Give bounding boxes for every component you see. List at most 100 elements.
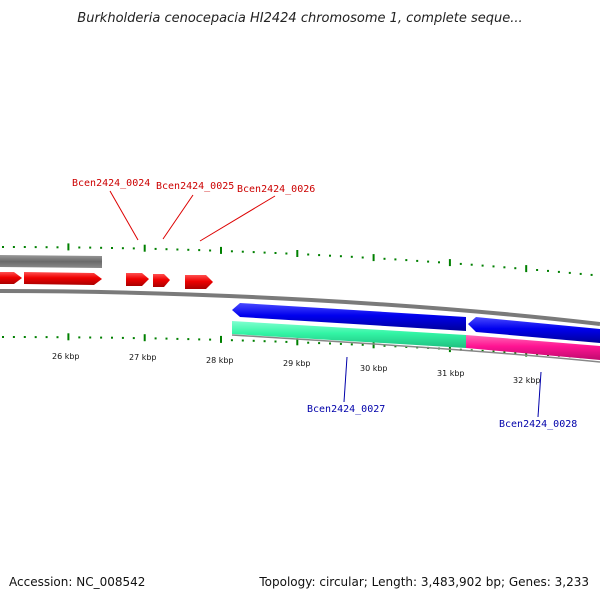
- leader-line: [199, 195, 276, 242]
- scale-label: 28 kbp: [206, 356, 234, 365]
- teal-feature[interactable]: [232, 321, 466, 348]
- major-tick: [220, 335, 222, 343]
- reverse-strand-track: [232, 303, 600, 360]
- leader-line: [343, 356, 348, 403]
- minor-tick: [187, 248, 190, 251]
- minor-tick: [132, 247, 135, 250]
- major-tick: [143, 334, 146, 342]
- minor-tick: [263, 251, 266, 254]
- major-tick: [372, 254, 375, 262]
- minor-tick: [154, 337, 157, 340]
- minor-tick: [514, 351, 517, 354]
- minor-tick: [198, 338, 201, 341]
- minor-tick: [78, 336, 81, 339]
- minor-tick: [45, 246, 48, 249]
- minor-tick: [111, 336, 113, 339]
- minor-tick: [285, 252, 288, 255]
- minor-tick: [383, 257, 386, 260]
- minor-tick: [536, 269, 539, 271]
- minor-tick: [405, 259, 408, 262]
- minor-tick: [557, 270, 560, 273]
- minor-tick: [56, 336, 59, 339]
- forward-strand-track: [0, 255, 213, 289]
- minor-tick: [78, 246, 81, 249]
- minor-tick: [241, 250, 244, 253]
- minor-tick: [285, 340, 288, 343]
- minor-tick: [56, 246, 59, 249]
- gene-arrow-bcen2424-0025[interactable]: [153, 274, 170, 287]
- major-tick: [143, 244, 146, 252]
- gene-label-bcen2424-0026[interactable]: Bcen2424_0026: [237, 184, 315, 195]
- minor-tick: [12, 336, 15, 338]
- accession-text: Accession: NC_008542: [9, 575, 146, 589]
- minor-tick: [23, 246, 26, 248]
- scale-label: 29 kbp: [283, 359, 311, 368]
- major-tick: [525, 265, 528, 273]
- minor-tick: [339, 255, 342, 258]
- minor-tick: [394, 345, 397, 348]
- gene-label-bcen2424-0027[interactable]: Bcen2424_0027: [307, 404, 385, 415]
- minor-tick: [121, 247, 124, 250]
- minor-tick: [590, 273, 593, 276]
- forward-gray-feature[interactable]: [0, 255, 102, 268]
- gene-arrow-bcen2424-0028[interactable]: [468, 317, 600, 343]
- forward-gene-arrow[interactable]: [0, 272, 22, 284]
- minor-tick: [514, 267, 517, 270]
- minor-tick: [503, 351, 506, 354]
- minor-tick: [230, 339, 233, 342]
- minor-tick: [12, 246, 15, 248]
- minor-tick: [100, 246, 103, 249]
- gene-arrow-bcen2424-0024[interactable]: [126, 273, 149, 286]
- gene-label-bcen2424-0024[interactable]: Bcen2424_0024: [72, 178, 150, 189]
- gene-labels: Bcen2424_0024 Bcen2424_0025 Bcen2424_002…: [72, 178, 577, 430]
- pink-feature[interactable]: [466, 335, 600, 360]
- minor-tick: [165, 248, 168, 251]
- minor-tick: [329, 342, 331, 345]
- minor-tick: [459, 262, 462, 265]
- scale-label: 31 kbp: [437, 369, 465, 378]
- minor-tick: [350, 343, 353, 346]
- major-tick: [448, 345, 451, 353]
- minor-tick: [230, 250, 233, 253]
- minor-tick: [252, 339, 255, 342]
- gene-arrow-bcen2424-0027[interactable]: [232, 303, 466, 331]
- major-tick: [67, 243, 70, 251]
- minor-tick: [274, 340, 277, 343]
- gene-label-bcen2424-0025[interactable]: Bcen2424_0025: [156, 181, 234, 192]
- leader-line: [537, 371, 542, 418]
- minor-tick: [45, 336, 48, 339]
- minor-tick: [492, 350, 495, 353]
- leader-line: [109, 190, 139, 241]
- scale-label: 26 kbp: [52, 352, 80, 361]
- minor-tick: [89, 246, 92, 249]
- leader-line: [162, 194, 194, 240]
- minor-tick: [132, 337, 135, 340]
- minor-tick: [416, 259, 419, 262]
- minor-tick: [568, 271, 571, 274]
- forward-gene-arrow[interactable]: [24, 272, 102, 285]
- minor-tick: [329, 254, 331, 257]
- minor-tick: [274, 252, 277, 254]
- map-title: Burkholderia cenocepacia HI2424 chromoso…: [77, 11, 523, 26]
- major-tick: [296, 250, 299, 257]
- minor-tick: [361, 256, 364, 259]
- minor-tick: [361, 343, 364, 346]
- minor-tick: [165, 337, 168, 340]
- minor-tick: [176, 337, 179, 340]
- minor-tick: [176, 248, 179, 251]
- chromosome-backbone: [0, 289, 600, 326]
- minor-tick: [481, 264, 484, 267]
- minor-tick: [2, 246, 4, 248]
- minor-tick: [209, 249, 212, 252]
- minor-tick: [307, 253, 310, 256]
- scale-label: 30 kbp: [360, 364, 388, 373]
- gene-arrow-bcen2424-0026[interactable]: [185, 275, 213, 289]
- minor-tick: [383, 344, 386, 347]
- upper-tick-track: [2, 243, 593, 276]
- minor-tick: [318, 254, 321, 257]
- minor-tick: [492, 265, 495, 268]
- minor-tick: [121, 336, 124, 339]
- gene-label-bcen2424-0028[interactable]: Bcen2424_0028: [499, 419, 577, 430]
